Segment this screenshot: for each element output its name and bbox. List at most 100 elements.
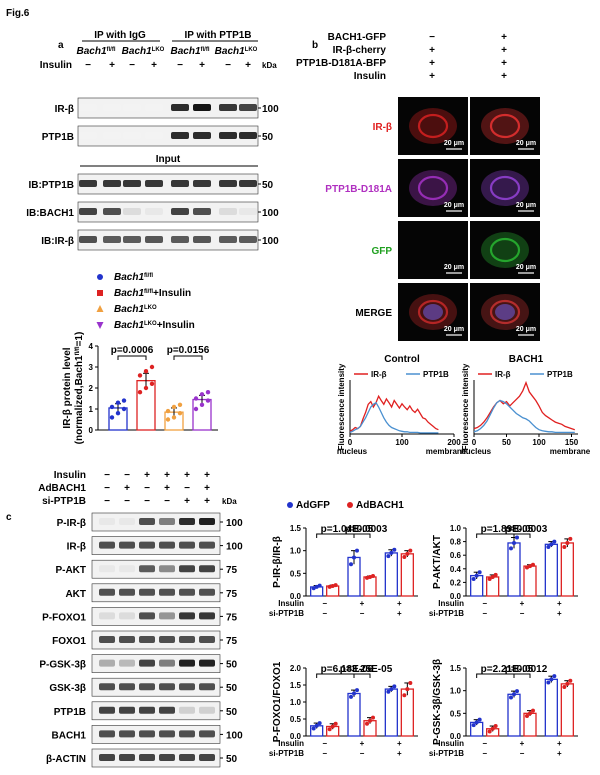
kda-marker: 75 xyxy=(226,589,238,600)
data-point xyxy=(205,390,211,395)
blot-band xyxy=(199,636,215,643)
kda-label: kDa xyxy=(262,61,277,70)
pvalue-bracket xyxy=(173,355,203,360)
x-row-sign: + xyxy=(397,739,402,748)
treatment-sign: + xyxy=(124,483,130,494)
blot-band xyxy=(219,104,237,111)
data-point xyxy=(474,573,479,578)
blot-band xyxy=(79,132,97,139)
y-axis-label: P-GSK-3β/GSK-3β xyxy=(432,659,443,745)
x-label-right: membrane xyxy=(550,447,591,456)
image-row-label: PTP1B-D181A xyxy=(325,184,392,195)
blot-band xyxy=(179,730,195,738)
data-point xyxy=(352,691,356,696)
blot-band xyxy=(199,612,215,620)
legend-label: Bach1fl/fl xyxy=(114,272,153,283)
x-row-sign: − xyxy=(520,609,525,618)
data-point xyxy=(515,535,519,540)
insulin-sign: − xyxy=(85,60,91,71)
data-point xyxy=(349,694,353,699)
blot-band xyxy=(145,132,163,139)
x-row-sign: + xyxy=(557,609,562,618)
data-point xyxy=(402,555,407,560)
data-point xyxy=(490,726,495,731)
y-tick-label: 1.0 xyxy=(450,524,462,533)
blot-band xyxy=(99,612,115,620)
condition-sign: + xyxy=(429,58,435,69)
blot-band xyxy=(123,132,141,139)
blot-band xyxy=(119,518,135,525)
kda-label: kDa xyxy=(222,497,237,506)
blot-band xyxy=(199,588,215,596)
x-row-sign: + xyxy=(360,599,365,608)
blot-band xyxy=(103,208,121,215)
data-point xyxy=(137,390,143,395)
blot-band xyxy=(139,612,155,620)
data-point xyxy=(402,693,407,698)
x-row-sign: + xyxy=(557,749,562,758)
blot-band xyxy=(159,612,175,620)
cell-body xyxy=(481,232,529,268)
x-row-label: Insulin xyxy=(278,739,304,748)
blot-label: IB:BACH1 xyxy=(26,208,74,219)
data-point xyxy=(389,687,394,692)
treatment-sign: − xyxy=(104,470,110,481)
treatment-sign: − xyxy=(164,496,170,507)
x-tick-label: 150 xyxy=(565,438,579,447)
x-row-sign: + xyxy=(397,609,402,618)
blot-band xyxy=(139,659,155,667)
data-point xyxy=(333,583,338,588)
data-point xyxy=(165,408,171,414)
data-point xyxy=(199,402,205,407)
data-point xyxy=(311,586,316,591)
blot-band xyxy=(179,612,195,620)
y-tick-label: 0 xyxy=(89,426,94,435)
panel-b-label: b xyxy=(312,40,318,51)
blot-band xyxy=(119,588,135,596)
kda-marker: 100 xyxy=(262,208,279,219)
blot-band xyxy=(193,208,211,215)
blot-band xyxy=(119,541,135,549)
ip-igg-header: IP with IgG xyxy=(94,30,146,41)
data-point xyxy=(565,540,570,545)
blot-label: P-GSK-3β xyxy=(39,660,86,671)
y-tick-label: 4 xyxy=(89,342,94,351)
blot-band xyxy=(179,683,195,691)
blot-band xyxy=(103,104,121,111)
x-row-label: si-PTP1B xyxy=(429,749,464,758)
bar xyxy=(544,543,558,597)
blot-label: P-FOXO1 xyxy=(42,612,86,623)
x-row-sign: − xyxy=(482,749,487,758)
data-point xyxy=(333,721,338,726)
treatment-sign: − xyxy=(124,496,130,507)
cell-ring xyxy=(417,299,449,325)
y-tick-label: 0.8 xyxy=(450,538,462,547)
blot-band xyxy=(193,132,211,139)
blot-band xyxy=(103,236,121,243)
blot-band xyxy=(159,588,175,596)
data-point xyxy=(330,584,335,589)
legend-marker xyxy=(97,290,103,296)
x-row-sign: − xyxy=(322,599,327,608)
data-point xyxy=(143,385,149,391)
condition-sign: + xyxy=(429,71,435,82)
y-axis-label: IR-β protein level xyxy=(62,347,73,428)
x-tick-label: 0 xyxy=(348,438,353,447)
blot-band xyxy=(145,180,163,187)
genotype-label: Bach1LKO xyxy=(215,46,258,57)
blot-band xyxy=(99,541,115,549)
series-line xyxy=(349,401,439,434)
blot-band xyxy=(179,588,195,596)
data-point xyxy=(330,724,335,729)
x-row-label: si-PTP1B xyxy=(269,609,304,618)
condition-label: BACH1-GFP xyxy=(328,32,387,43)
legend-label: IR-β xyxy=(495,370,511,379)
treatment-sign: − xyxy=(124,470,130,481)
blot-label: P-AKT xyxy=(55,565,86,576)
micrograph xyxy=(398,221,468,279)
x-row-sign: − xyxy=(322,739,327,748)
x-label-left: nucleus xyxy=(461,447,492,456)
data-point xyxy=(171,415,177,420)
cell-ring xyxy=(417,175,449,201)
